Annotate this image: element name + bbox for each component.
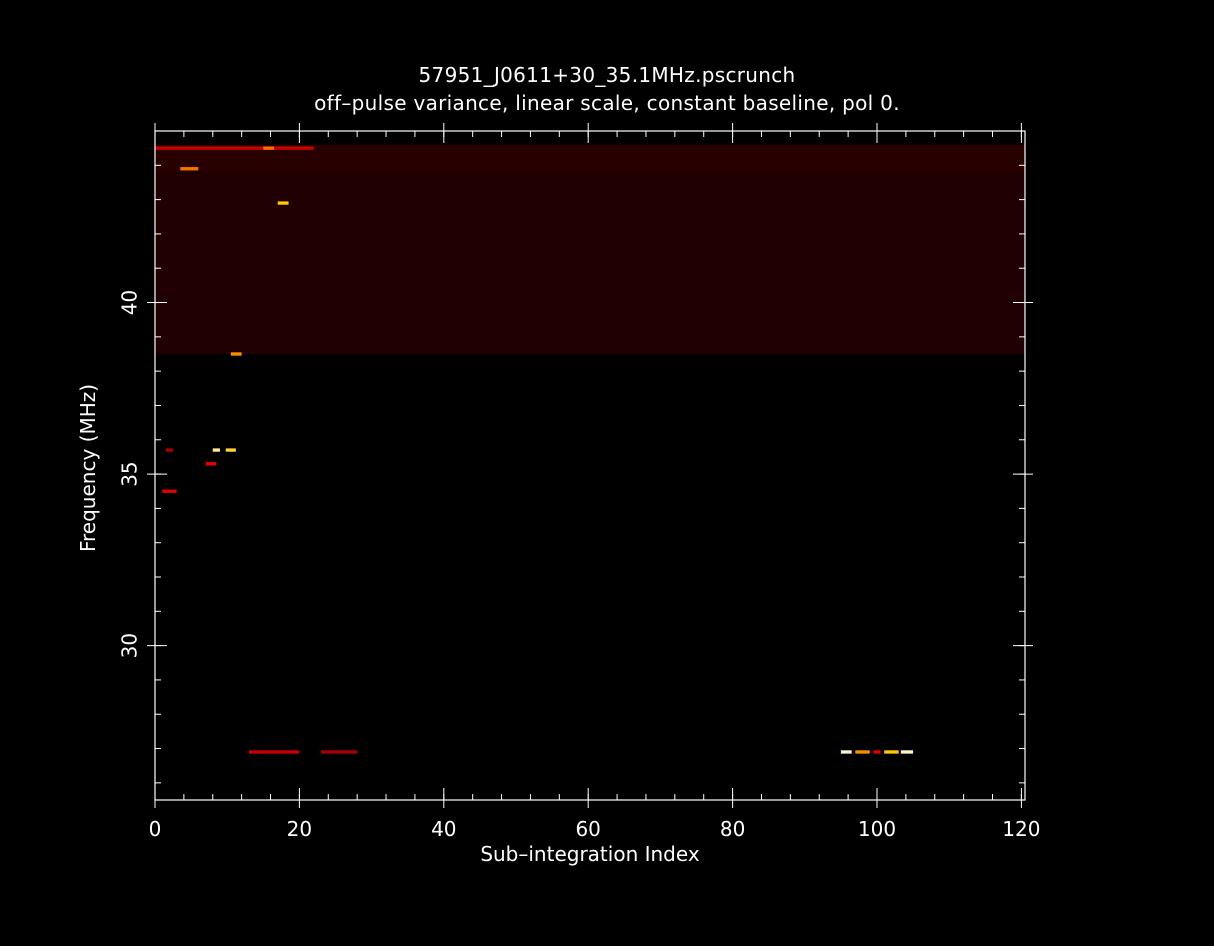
x-tick-label: 20 <box>287 817 312 841</box>
x-tick-label: 80 <box>720 817 745 841</box>
hot-pixel <box>205 462 217 466</box>
hot-pixel <box>212 448 220 452</box>
hot-pixel <box>263 146 275 150</box>
plot-axes: 0 20 40 60 80 100 120 30 35 40 <box>118 123 1040 841</box>
hot-pixel <box>840 750 852 754</box>
heatmap-image <box>155 131 1025 800</box>
y-tick-label: 30 <box>118 633 142 658</box>
x-tick-label: 0 <box>149 817 162 841</box>
x-tick-label: 100 <box>858 817 896 841</box>
hot-pixel <box>321 750 358 754</box>
hot-pixel <box>162 489 177 493</box>
y-tick-label: 40 <box>118 290 142 315</box>
chart-subtitle: off–pulse variance, linear scale, consta… <box>314 91 900 115</box>
y-tick-label: 35 <box>118 461 142 486</box>
hot-pixel <box>248 750 300 754</box>
plot-frame <box>154 130 1026 801</box>
hot-pixel <box>180 167 199 171</box>
hot-pixel <box>277 201 289 205</box>
x-axis-label: Sub–integration Index <box>480 842 700 866</box>
y-axis-label: Frequency (MHz) <box>76 383 100 553</box>
hot-pixel <box>165 448 174 452</box>
x-tick-label: 40 <box>431 817 456 841</box>
background-band <box>155 172 1025 354</box>
hot-pixel <box>230 352 242 356</box>
hot-pixel <box>900 750 914 754</box>
chart-title: 57951_J0611+30_35.1MHz.pscrunch <box>418 63 796 87</box>
x-tick-label: 120 <box>1002 817 1040 841</box>
hot-pixel <box>225 448 236 452</box>
hot-pixel <box>873 750 881 754</box>
x-tick-label: 60 <box>575 817 600 841</box>
hot-pixel <box>855 750 870 754</box>
hot-pixel <box>884 750 899 754</box>
hot-pixel <box>155 146 314 150</box>
